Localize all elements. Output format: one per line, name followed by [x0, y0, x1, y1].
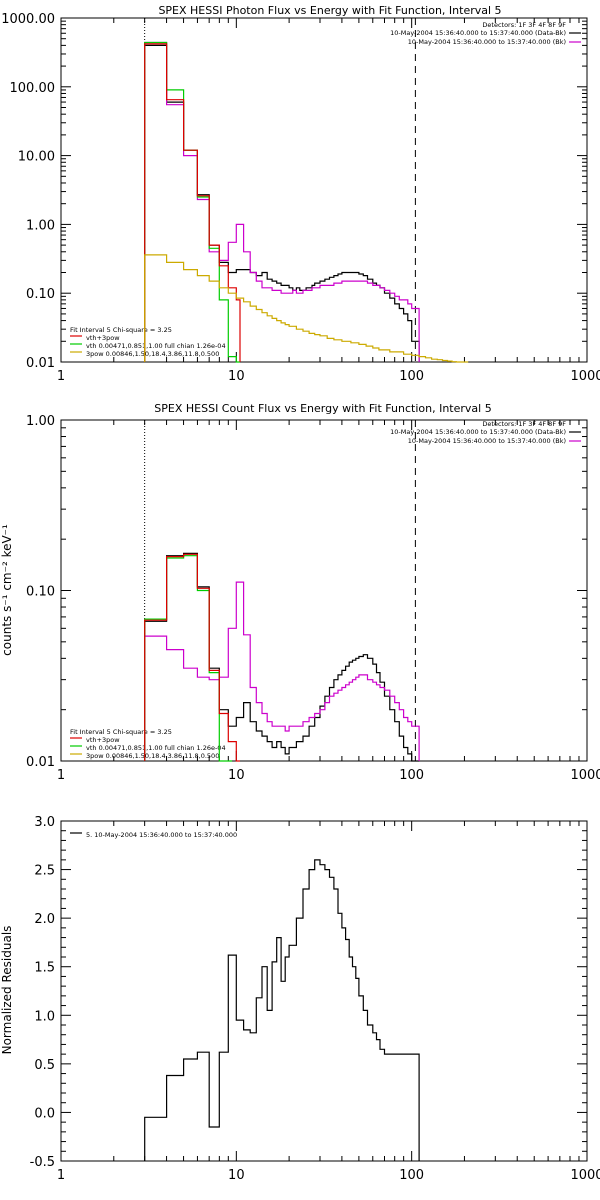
panel2-y-tick-label: 1.00: [26, 414, 55, 429]
panel2-y-tick-label: 0.10: [26, 585, 55, 600]
panel2-x-tick-label: 1000: [570, 768, 600, 783]
panel3-y-tick-label: 2.5: [34, 864, 55, 879]
panel1-series-2: [144, 41, 240, 363]
panel2-legend: Fit Interval 5 Chi-square = 3.25 vth+3po…: [70, 728, 226, 760]
panel2-y-tick-label: 0.01: [26, 755, 55, 770]
panel1-legend: Fit Interval 5 Chi-square = 3.25 vth+3po…: [70, 326, 226, 358]
panel1-y-tick-label: 10.00: [18, 150, 55, 165]
panel1-x-tick-label: 1: [57, 369, 65, 384]
panel1-header: Detectors: 1F 3F 4F 8F 9F 10-May-2004 15…: [390, 21, 566, 46]
panel3-x-tick-label: 10: [228, 1168, 245, 1183]
panel3-frame: [60, 820, 588, 1162]
panel1-series-4: [144, 254, 469, 363]
panel1-header-bk: 10-May-2004 15:36:40.000 to 15:37:40.000…: [408, 38, 566, 46]
panel2-series-3: [144, 553, 240, 762]
panel1-legend-0: Fit Interval 5 Chi-square = 3.25: [70, 326, 172, 334]
panel3-series-0: [144, 859, 420, 1161]
panel2-header-detectors: Detectors: 1F 3F 4F 8F 9F: [482, 420, 566, 428]
panel1-series-1: [144, 41, 420, 362]
panel1-frame: [60, 17, 588, 363]
panel2-legend-3: 3pow 0.00846,1.50,18.4,3.86,11.8,0.500: [86, 752, 219, 760]
panel2-header-bk: 10-May-2004 15:36:40.000 to 15:37:40.000…: [408, 437, 566, 445]
panel3-y-tick-label: 0.5: [34, 1058, 55, 1073]
panel1-y-tick-label: 1000.00: [1, 12, 55, 27]
panel1-legend-1: vth+3pow: [86, 334, 120, 342]
panel2-x-tick-label: 100: [399, 768, 424, 783]
panel3-y-tick-label: 2.0: [34, 912, 55, 927]
panel1-y-tick-label: 0.10: [26, 287, 55, 302]
panel3-y-tick-label: 0.0: [34, 1106, 55, 1121]
panel1-legend-2: vth 0.00471,0.851,1.00 full chian 1.26e-…: [86, 342, 226, 350]
panel2-x-tick-label: 1: [57, 768, 65, 783]
panel1-header-data-bk: 10-May-2004 15:36:40.000 to 15:37:40.000…: [390, 29, 566, 37]
panel3-x-tick-label: 1000: [570, 1168, 600, 1183]
panel3-y-tick-label: -0.5: [30, 1155, 55, 1170]
panel1-y-tick-label: 100.00: [10, 81, 56, 96]
panel1-title: SPEX HESSI Photon Flux vs Energy with Fi…: [158, 4, 501, 17]
panel2-series-0: [144, 552, 420, 762]
panel3-x-tick-label: 100: [399, 1168, 424, 1183]
panel1-legend-3: 3pow 0.00846,1.50,18.4,3.86,11.8,0.500: [86, 350, 219, 358]
panel2-series-1: [144, 581, 420, 761]
panel2-y-label: counts s⁻¹ cm⁻² keV⁻¹: [0, 524, 14, 656]
panel3-x-tick-label: 1: [57, 1168, 65, 1183]
panel3-y-label: Normalized Residuals: [0, 926, 14, 1055]
panel2-header: Detectors: 1F 3F 4F 8F 9F 10-May-2004 15…: [390, 420, 566, 445]
panel3-y-tick-label: 1.0: [34, 1009, 55, 1024]
panel1-series-0: [144, 44, 420, 362]
panel2-x-tick-label: 10: [228, 768, 245, 783]
panel3-y-tick-label: 1.5: [34, 961, 55, 976]
panel3-y-tick-label: 3.0: [34, 815, 55, 830]
panel2-legend-1: vth+3pow: [86, 736, 120, 744]
panel1-y-tick-label: 1.00: [26, 218, 55, 233]
panel-residuals: Normalized Residuals 5. 10-May-2004 15:3…: [0, 815, 600, 1183]
panel2-title: SPEX HESSI Count Flux vs Energy with Fit…: [154, 402, 491, 415]
panel3-legend: 5. 10-May-2004 15:36:40.000 to 15:37:40.…: [86, 831, 237, 839]
panel1-x-tick-label: 10: [228, 369, 245, 384]
panel2-header-data-bk: 10-May-2004 15:36:40.000 to 15:37:40.000…: [390, 428, 566, 436]
panel1-y-tick-label: 0.01: [26, 356, 55, 371]
panel1-x-tick-label: 1000: [570, 369, 600, 384]
panel1-series-3: [144, 43, 241, 362]
panel1-header-detectors: Detectors: 1F 3F 4F 8F 9F: [482, 21, 566, 29]
panel-photon-flux: SPEX HESSI Photon Flux vs Energy with Fi…: [1, 4, 600, 384]
panel-count-flux: SPEX HESSI Count Flux vs Energy with Fit…: [0, 402, 600, 783]
panel2-legend-0: Fit Interval 5 Chi-square = 3.25: [70, 728, 172, 736]
panel2-legend-2: vth 0.00471,0.851,1.00 full chian 1.26e-…: [86, 744, 226, 752]
panel3-legend-0: 5. 10-May-2004 15:36:40.000 to 15:37:40.…: [86, 831, 237, 839]
panel1-x-tick-label: 100: [399, 369, 424, 384]
